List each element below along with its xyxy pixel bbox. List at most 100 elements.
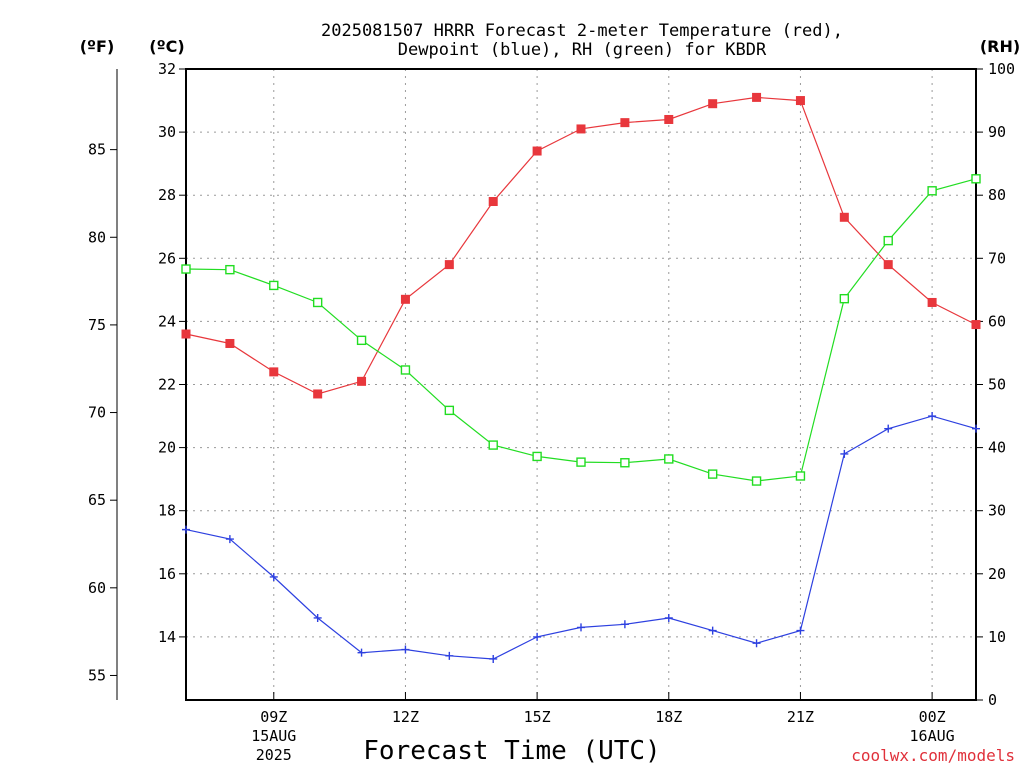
rh-point [400,365,411,375]
rh-point [927,186,937,196]
rh-point [356,335,367,346]
dewpoint-point [225,535,234,544]
rh-unit-label: (RH) [980,37,1020,56]
rh-tick-label: 20 [988,565,1006,583]
celsius-tick-label: 28 [158,186,176,204]
celsius-unit-label: (ºC) [149,37,184,56]
2-meter-temperature-point [795,96,805,106]
rh-point [664,454,674,464]
rh-point [181,264,191,274]
x-tick-date-label: 15AUG [251,727,296,745]
celsius-tick-label: 18 [158,502,176,520]
rh-tick-label: 50 [988,376,1006,394]
rh-point [795,471,806,481]
axis-layer: 14 16 18 20 22 24 26 28 30 32 55 60 65 70 75 80 85 0 10 20 3… [88,60,1015,764]
2-meter-temperature-point [532,146,542,156]
2-meter-temperature-point [664,114,674,124]
2-meter-temperature-point [181,329,191,339]
dewpoint-point [620,620,629,629]
dewpoint-point [928,412,937,421]
dewpoint-point [269,572,278,581]
x-tick-year-label: 2025 [256,746,292,764]
dewpoint-point [884,424,893,433]
x-tick-label: 15Z [524,708,551,726]
2-meter-temperature-series [181,92,981,399]
grid-layer [186,69,976,700]
rh-tick-label: 60 [988,312,1006,330]
2-meter-temperature-point [357,376,367,386]
celsius-tick-label: 20 [158,439,176,457]
x-tick-label: 12Z [392,708,419,726]
celsius-tick-label: 26 [158,249,176,267]
credit-text: coolwx.com/models [851,746,1015,765]
rh-series [181,174,981,486]
chart-title-line2: Dewpoint (blue), RH (green) for KBDR [398,40,767,60]
rh-point [751,476,762,486]
celsius-tick-label: 14 [158,628,176,646]
2-meter-temperature-point [269,367,279,377]
rh-point [269,280,279,291]
2-meter-temperature-point [752,92,762,102]
rh-tick-label: 10 [988,628,1006,646]
2-meter-temperature-point [839,212,849,222]
dewpoint-point [840,449,849,458]
2-meter-temperature-point [971,320,981,330]
x-tick-label: 18Z [655,708,682,726]
rh-point [444,405,455,416]
2-meter-temperature-point [313,389,323,399]
rh-point [620,458,630,468]
dewpoint-point [708,626,717,635]
dewpoint-point [401,645,410,654]
x-axis-title: Forecast Time (UTC) [363,736,660,766]
celsius-tick-label: 30 [158,123,176,141]
celsius-tick-label: 22 [158,376,176,394]
fahrenheit-unit-label: (ºF) [80,37,115,56]
rh-point [707,469,718,479]
rh-tick-label: 30 [988,502,1006,520]
dewpoint-point [489,654,498,663]
rh-tick-label: 70 [988,249,1006,267]
celsius-tick-label: 32 [158,60,176,78]
fahrenheit-tick-label: 75 [88,316,106,334]
rh-point [576,457,586,467]
rh-tick-label: 100 [988,60,1015,78]
dewpoint-point [533,632,542,641]
dewpoint-point [577,623,585,632]
2-meter-temperature-point [488,197,498,207]
dewpoint-point [972,424,980,433]
x-tick-label: 00Z [919,708,946,726]
x-tick-label: 09Z [260,708,287,726]
fahrenheit-tick-label: 70 [88,404,106,422]
fahrenheit-tick-label: 65 [88,491,106,509]
dewpoint-point [313,613,322,622]
2-meter-temperature-point [883,260,893,270]
dewpoint-point [182,525,190,534]
celsius-tick-label: 16 [158,565,176,583]
fahrenheit-tick-label: 80 [88,228,106,246]
rh-tick-label: 40 [988,439,1006,457]
rh-line [185,178,977,482]
2-meter-temperature-line [185,96,977,395]
rh-point [225,264,235,275]
2-meter-temperature-point [576,124,586,134]
chart-title-line1: 2025081507 HRRR Forecast 2-meter Tempera… [321,21,843,41]
rh-point [312,297,323,308]
rh-point [971,174,981,184]
rh-tick-label: 90 [988,123,1006,141]
rh-tick-label: 80 [988,186,1006,204]
2-meter-temperature-point [444,260,454,270]
dewpoint-point [796,626,805,635]
rh-point [839,293,850,304]
dewpoint-series [182,412,980,663]
fahrenheit-tick-label: 85 [88,141,106,159]
fahrenheit-tick-label: 55 [88,666,106,684]
dewpoint-point [357,648,366,657]
rh-point [883,235,893,246]
2-meter-temperature-point [927,297,937,307]
dewpoint-point [752,639,761,648]
x-tick-date-label: 16AUG [910,727,955,745]
rh-point [488,440,498,450]
fahrenheit-tick-label: 60 [88,579,106,597]
dewpoint-point [664,613,673,622]
